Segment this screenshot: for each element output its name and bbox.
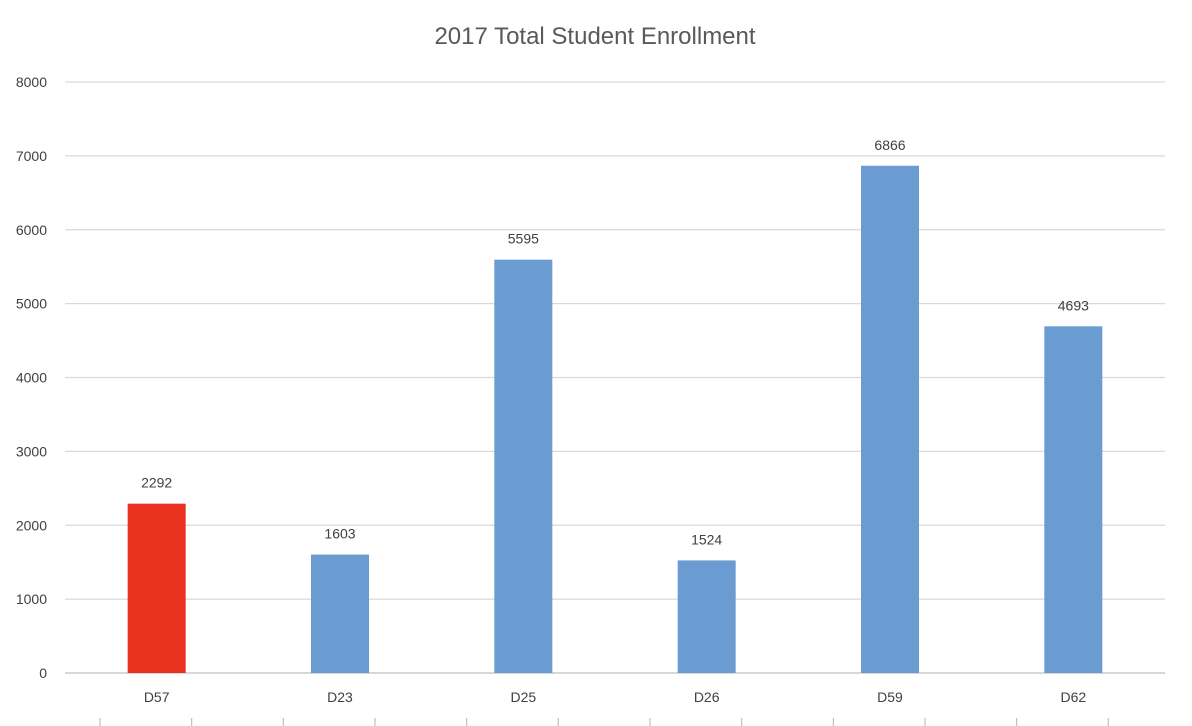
bar-d25	[494, 259, 553, 673]
category-label-d59: D59	[877, 689, 903, 705]
y-tick-label: 2000	[16, 517, 47, 533]
bar-d57	[127, 503, 186, 673]
category-label-d23: D23	[327, 689, 353, 705]
x-axis-category-labels: D57 D23 D25 D26 D59 D62	[144, 689, 1087, 705]
data-labels: 2292 1603 5595 1524 6866 4693	[141, 137, 1089, 548]
category-label-d57: D57	[144, 689, 170, 705]
data-label-d25: 5595	[508, 231, 539, 247]
data-label-d62: 4693	[1058, 297, 1089, 313]
y-tick-label: 5000	[16, 296, 47, 312]
y-tick-label: 6000	[16, 222, 47, 238]
category-label-d25: D25	[510, 689, 536, 705]
data-label-d57: 2292	[141, 475, 172, 491]
y-axis-tick-labels: 0 1000 2000 3000 4000 5000 6000 7000 8000	[16, 74, 47, 681]
bar-d59	[861, 165, 919, 674]
data-label-d59: 6866	[874, 137, 905, 153]
bar-d62	[1044, 326, 1103, 673]
gridlines	[65, 81, 1165, 674]
y-tick-label: 7000	[16, 148, 47, 164]
y-tick-label: 4000	[16, 370, 47, 386]
y-tick-label: 0	[39, 665, 47, 681]
y-tick-label: 8000	[16, 74, 47, 90]
category-label-d62: D62	[1060, 689, 1086, 705]
y-tick-label: 3000	[16, 443, 47, 459]
data-label-d26: 1524	[691, 531, 722, 547]
chart-title: 2017 Total Student Enrollment	[434, 23, 755, 50]
x-axis-bottom-ticks	[99, 718, 1109, 726]
category-label-d26: D26	[694, 689, 720, 705]
bar-d23	[311, 554, 369, 673]
y-tick-label: 1000	[16, 591, 47, 607]
bars	[127, 165, 1103, 674]
data-label-d23: 1603	[324, 526, 355, 542]
bar-d26	[677, 560, 736, 673]
